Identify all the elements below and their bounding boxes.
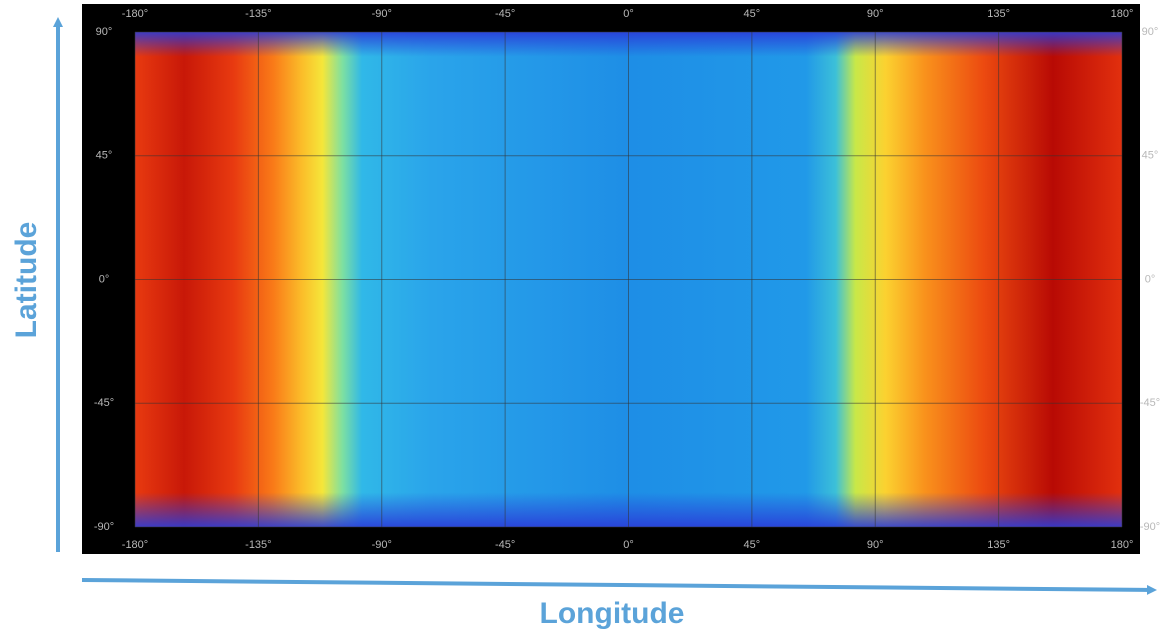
bottom-tick-label: 45° xyxy=(744,539,761,551)
right-tick-label: -90° xyxy=(1140,521,1160,533)
bottom-tick-label: 135° xyxy=(987,539,1010,551)
left-tick-label: -90° xyxy=(94,521,114,533)
left-tick-label: 0° xyxy=(99,273,110,285)
bottom-tick-label: 90° xyxy=(867,539,884,551)
left-tick-label: -45° xyxy=(94,397,114,409)
right-tick-label: 45° xyxy=(1142,150,1159,162)
bottom-tick-label: -45° xyxy=(495,539,515,551)
top-tick-label: -135° xyxy=(245,8,271,20)
y-axis-title: Latitude xyxy=(10,222,43,339)
top-tick-label: 180° xyxy=(1111,8,1134,20)
bottom-tick-label: 180° xyxy=(1111,539,1134,551)
right-tick-label: -45° xyxy=(1140,397,1160,409)
x-axis-title: Longitude xyxy=(540,597,685,630)
bottom-tick-label: 0° xyxy=(623,539,634,551)
top-tick-label: 90° xyxy=(867,8,884,20)
right-tick-label: 90° xyxy=(1142,26,1159,38)
graticule xyxy=(134,31,1123,528)
top-tick-label: -180° xyxy=(122,8,148,20)
top-tick-label: 45° xyxy=(744,8,761,20)
bottom-tick-label: -90° xyxy=(372,539,392,551)
top-tick-label: 135° xyxy=(987,8,1010,20)
top-tick-label: -45° xyxy=(495,8,515,20)
left-tick-label: 45° xyxy=(96,150,113,162)
top-tick-label: -90° xyxy=(372,8,392,20)
bottom-tick-label: -135° xyxy=(245,539,271,551)
left-tick-label: 90° xyxy=(96,26,113,38)
longitude-arrow xyxy=(81,578,1157,595)
bottom-tick-label: -180° xyxy=(122,539,148,551)
right-tick-label: 0° xyxy=(1145,273,1156,285)
top-tick-label: 0° xyxy=(623,8,634,20)
